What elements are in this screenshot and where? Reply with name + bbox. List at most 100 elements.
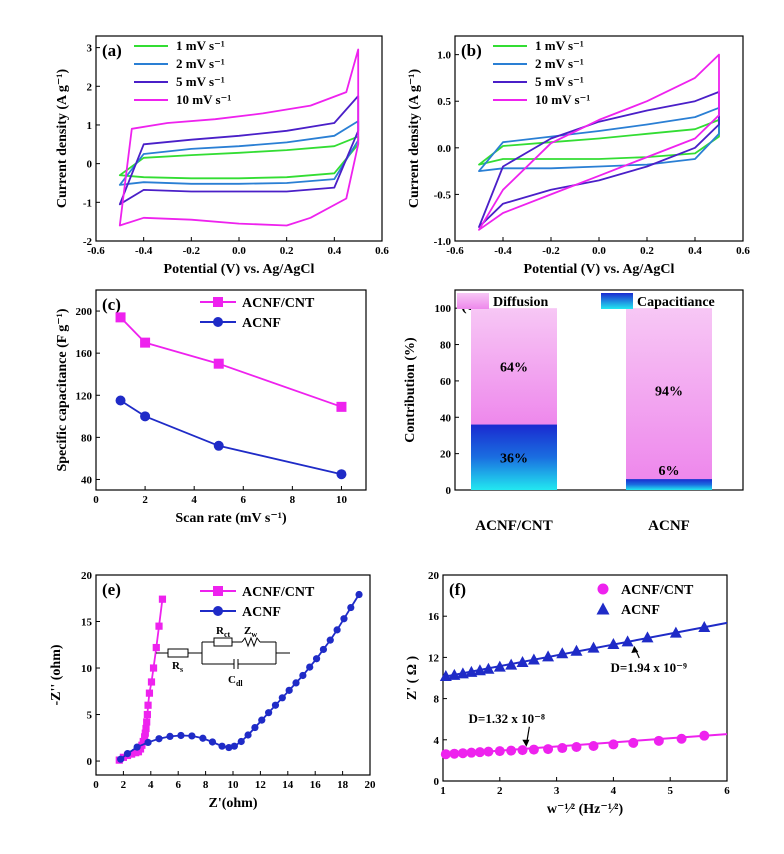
data-point [213,358,224,369]
x-tick-label: 0.0 [232,245,246,257]
equivalent-circuit-inset: Rs Rct Zw Cdl [156,625,290,688]
y-tick-label: 0 [87,159,93,171]
data-point [140,337,151,348]
legend-swatch-capacitiance [601,293,633,309]
x-tick-label: 0.6 [375,245,389,257]
data-point [439,669,452,681]
data-point [123,750,132,758]
data-point [199,734,207,742]
legend-label: ACNF/CNT [242,585,315,600]
legend-label: 2 mV s⁻¹ [176,56,225,71]
data-point [676,733,687,744]
data-point [699,730,710,741]
label-cdl: Cdl [228,674,243,688]
legend-marker [213,297,223,307]
x-tick-label: -0.2 [542,245,560,257]
legend-label: ACNF/CNT [621,583,694,598]
panel-label: (e) [102,580,121,599]
x-tick-label: 2 [497,785,503,797]
data-point [143,718,151,726]
x-tick-label: 0 [93,779,99,791]
y-tick-label: 12 [428,652,440,664]
x-tick-label: 1 [440,785,446,797]
y-axis-label: Z' ( Ω ) [405,656,420,701]
plot-frame [95,289,367,491]
data-point [158,595,167,603]
data-point [493,660,506,672]
legend-marker [213,606,223,616]
data-point [516,656,529,668]
data-point [285,686,293,694]
y-tick-label: 40 [81,474,93,486]
data-point [139,737,147,746]
data-point [117,755,125,763]
x-tick-label: -0.4 [135,245,153,257]
y-tick-label: 5 [87,710,93,722]
data-point [466,747,477,758]
panel-label: (f) [449,580,466,599]
data-point [208,738,217,746]
data-point [556,647,569,659]
x-axis-label: w⁻¹⁄² (Hz⁻¹⁄²) [547,802,624,817]
data-point [133,743,141,751]
x-tick-label: 6 [241,494,247,506]
y-tick-label: 0.0 [437,143,451,155]
bar-label-capacitiance: 6% [659,464,680,479]
x-tick-label: 0.4 [688,245,702,257]
data-point [448,668,461,680]
cv-curve-2 [478,106,720,173]
y-axis-label: Specific capacitance (F g⁻¹) [55,308,70,471]
x-tick-label: 8 [290,494,296,506]
bar-diffusion [471,308,557,425]
legend-label: ACNF/CNT [242,296,315,311]
x-tick-label: 0.2 [640,245,654,257]
data-point [319,645,328,654]
data-point [258,716,266,724]
y-tick-label: 20 [440,449,452,461]
legend-swatch-diffusion [457,293,489,309]
x-tick-label: -0.4 [494,245,512,257]
data-point [527,653,540,665]
plot-frame [95,35,383,242]
plot-frame [454,289,744,491]
legend-label: ACNF [242,316,281,331]
data-point [230,742,238,750]
x-axis-label: Scan rate (mV s⁻¹) [175,511,287,526]
data-point [188,732,196,740]
y-tick-label: -1.0 [434,236,452,248]
data-point [292,679,300,687]
x-tick-label: -0.6 [446,245,464,257]
y-tick-label: 15 [81,617,93,629]
category-label: ACNF/CNT [475,518,553,534]
x-tick-label: -0.6 [87,245,105,257]
data-point [251,723,259,732]
x-tick-label: 10 [228,779,240,791]
bar-label-capacitiance: 36% [500,451,528,466]
cv-curve-4 [478,53,720,231]
panel-b: -0.6 -0.4 -0.2 0.0 0.2 0.4 0.6 -1.0 -0.5 0.0 0.5 1.… [407,35,750,277]
legend-label: 1 mV s⁻¹ [176,38,225,53]
annotation-d-acnf-cnt: D=1.32 x 10⁻⁸ [469,711,545,726]
x-tick-label: 16 [310,779,322,791]
legend-label: ACNF [242,605,281,620]
x-axis-label: Potential (V) vs. Ag/AgCl [164,262,315,277]
data-point [155,622,163,630]
data-point [347,603,355,612]
y-axis-label: Current density (A g⁻¹) [55,69,70,209]
x-axis-label: Potential (V) vs. Ag/AgCl [524,262,675,277]
x-tick-label: 12 [255,779,267,791]
legend-label: 1 mV s⁻¹ [535,38,584,53]
data-point [152,643,160,652]
x-tick-label: 8 [203,779,209,791]
legend-marker [213,586,223,596]
data-point [271,701,280,709]
data-point [340,615,348,623]
x-tick-label: 0.6 [736,245,750,257]
data-point [456,667,469,679]
data-point [587,641,600,653]
bar-diffusion [626,308,712,480]
panel-label: (c) [102,295,121,314]
data-point [457,748,468,759]
data-point [136,745,145,753]
